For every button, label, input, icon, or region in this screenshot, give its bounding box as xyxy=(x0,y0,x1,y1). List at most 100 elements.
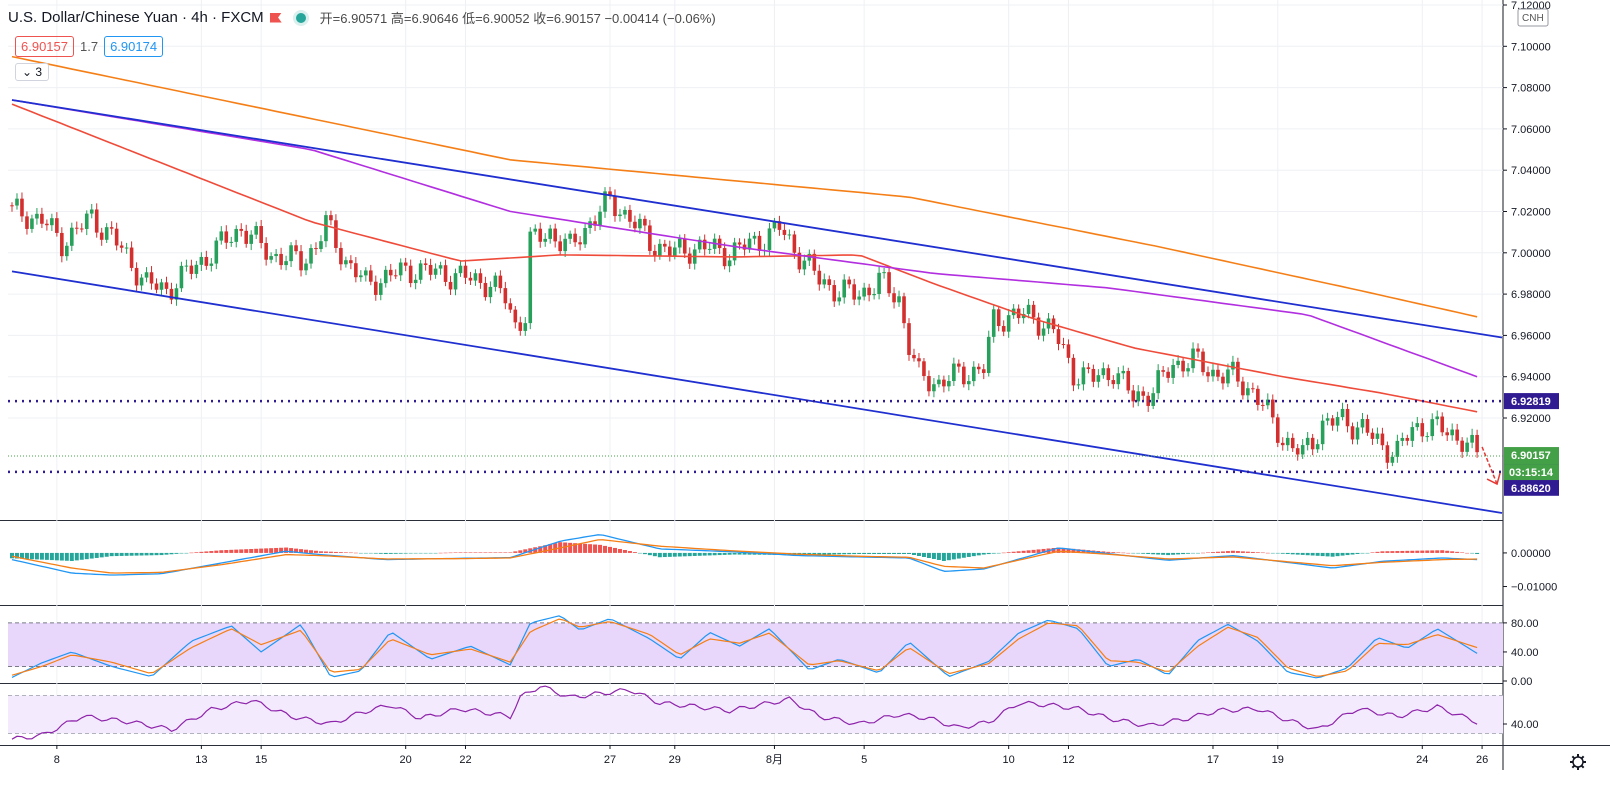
candle-body[interactable] xyxy=(1340,408,1345,418)
candle-body[interactable] xyxy=(981,369,986,373)
gear-icon[interactable] xyxy=(1570,754,1586,770)
candle-body[interactable] xyxy=(433,268,438,275)
candle-body[interactable] xyxy=(1395,440,1400,457)
candle-body[interactable] xyxy=(94,209,99,233)
candle-body[interactable] xyxy=(1196,348,1200,352)
candle-body[interactable] xyxy=(827,279,832,286)
candle-body[interactable] xyxy=(1256,388,1260,405)
candle-body[interactable] xyxy=(603,191,607,212)
candle-body[interactable] xyxy=(967,381,971,385)
candle-body[interactable] xyxy=(1126,370,1131,391)
candle-body[interactable] xyxy=(1141,391,1146,396)
candle-body[interactable] xyxy=(349,260,353,264)
candle-body[interactable] xyxy=(548,228,552,239)
candle-body[interactable] xyxy=(344,260,348,265)
candle-body[interactable] xyxy=(957,363,961,367)
signal-line[interactable] xyxy=(11,539,1478,574)
candle-body[interactable] xyxy=(119,245,124,248)
candle-body[interactable] xyxy=(757,235,762,251)
candle-body[interactable] xyxy=(872,293,876,296)
candle-body[interactable] xyxy=(279,253,283,266)
candle-body[interactable] xyxy=(483,282,488,298)
candle-body[interactable] xyxy=(971,366,976,382)
candle-body[interactable] xyxy=(897,296,901,303)
ask-price[interactable]: 6.90174 xyxy=(104,36,164,57)
candle-body[interactable] xyxy=(468,277,473,281)
candle-body[interactable] xyxy=(1251,388,1255,390)
candle-body[interactable] xyxy=(942,379,946,387)
candle-body[interactable] xyxy=(473,273,478,281)
candle-body[interactable] xyxy=(837,297,842,302)
candle-body[interactable] xyxy=(1031,304,1036,318)
candle-body[interactable] xyxy=(443,265,448,282)
candle-body[interactable] xyxy=(887,272,891,294)
candle-body[interactable] xyxy=(991,309,996,337)
candle-body[interactable] xyxy=(1390,456,1395,463)
candle-body[interactable] xyxy=(658,243,662,256)
candle-body[interactable] xyxy=(937,379,941,385)
candle-body[interactable] xyxy=(498,275,503,289)
candle-body[interactable] xyxy=(732,242,737,261)
candle-body[interactable] xyxy=(1370,432,1375,439)
candle-body[interactable] xyxy=(378,283,383,295)
candle-body[interactable] xyxy=(752,235,757,239)
candle-body[interactable] xyxy=(1455,429,1459,441)
candle-body[interactable] xyxy=(1181,360,1185,372)
candle-body[interactable] xyxy=(1136,391,1141,402)
candle-body[interactable] xyxy=(164,282,169,289)
candle-body[interactable] xyxy=(747,238,752,250)
candle-body[interactable] xyxy=(139,277,144,286)
candle-body[interactable] xyxy=(423,263,428,265)
candle-body[interactable] xyxy=(339,247,343,265)
candle-body[interactable] xyxy=(393,275,398,277)
candle-body[interactable] xyxy=(383,269,388,284)
candle-body[interactable] xyxy=(772,221,777,229)
candle-body[interactable] xyxy=(204,256,209,266)
candle-body[interactable] xyxy=(1285,437,1290,446)
candle-body[interactable] xyxy=(702,239,707,250)
candle-body[interactable] xyxy=(568,233,572,239)
candle-body[interactable] xyxy=(1450,429,1454,436)
candle-body[interactable] xyxy=(488,286,493,298)
candle-body[interactable] xyxy=(1051,318,1056,330)
candle-body[interactable] xyxy=(1295,448,1300,455)
symbol-title[interactable]: U.S. Dollar/Chinese Yuan · 4h · FXCM xyxy=(8,9,264,26)
candle-body[interactable] xyxy=(1121,370,1126,374)
candle-body[interactable] xyxy=(1261,404,1265,406)
candle-body[interactable] xyxy=(239,228,244,231)
candle-body[interactable] xyxy=(952,363,956,382)
candle-body[interactable] xyxy=(124,247,129,249)
candle-body[interactable] xyxy=(503,288,508,304)
candle-body[interactable] xyxy=(533,228,538,232)
candle-body[interactable] xyxy=(1300,445,1305,455)
candle-body[interactable] xyxy=(314,248,318,250)
candle-body[interactable] xyxy=(1310,437,1315,450)
candle-body[interactable] xyxy=(687,253,692,264)
candle-body[interactable] xyxy=(1270,399,1275,418)
candle-body[interactable] xyxy=(583,227,587,245)
candle-body[interactable] xyxy=(428,264,433,275)
candle-body[interactable] xyxy=(802,260,807,270)
candle-body[interactable] xyxy=(1086,367,1091,369)
candle-body[interactable] xyxy=(677,238,682,248)
candle-body[interactable] xyxy=(1280,442,1285,446)
candle-body[interactable] xyxy=(682,238,687,254)
candle-body[interactable] xyxy=(364,270,368,276)
candle-body[interactable] xyxy=(144,272,149,278)
candle-body[interactable] xyxy=(1241,381,1245,396)
candle-body[interactable] xyxy=(1320,420,1325,445)
candle-body[interactable] xyxy=(996,309,1001,327)
candle-body[interactable] xyxy=(329,215,333,221)
candle-body[interactable] xyxy=(608,191,612,196)
candle-body[interactable] xyxy=(1176,360,1180,365)
candle-body[interactable] xyxy=(538,228,543,242)
currency-badge[interactable] xyxy=(1517,8,1549,27)
candle-body[interactable] xyxy=(1161,370,1165,372)
candle-body[interactable] xyxy=(129,247,134,268)
candle-body[interactable] xyxy=(707,248,712,250)
candle-body[interactable] xyxy=(388,269,393,276)
candle-body[interactable] xyxy=(264,243,268,260)
candle-body[interactable] xyxy=(1211,369,1215,377)
stochastic-k-line[interactable] xyxy=(11,615,1478,679)
